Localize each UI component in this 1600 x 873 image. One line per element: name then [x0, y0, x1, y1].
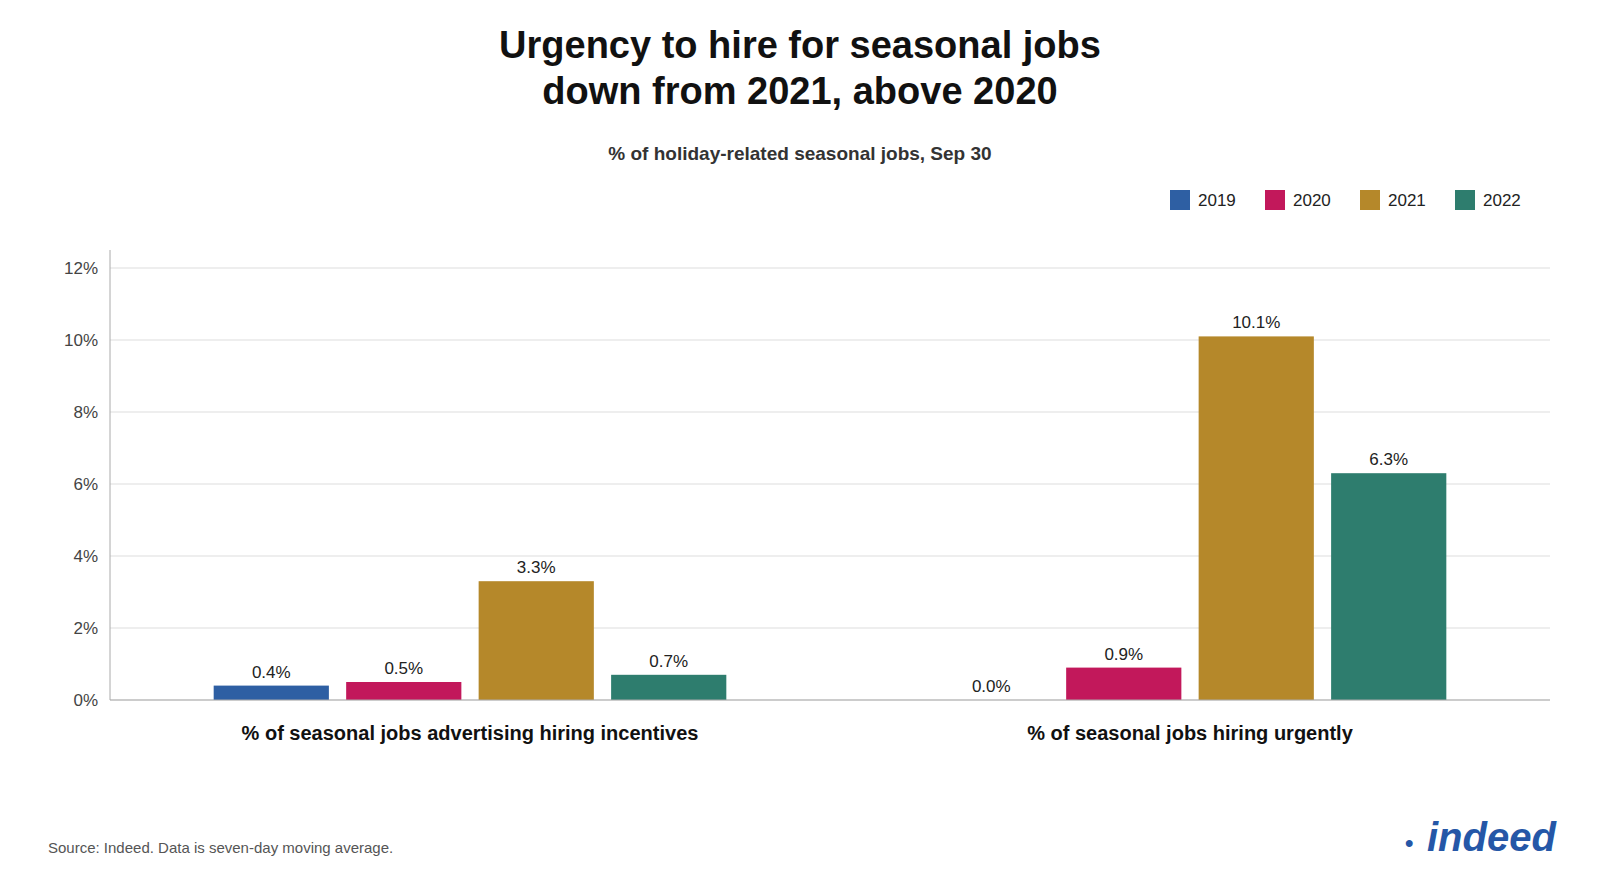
bar [611, 675, 726, 700]
y-axis-line [110, 250, 111, 700]
bar [1199, 336, 1314, 700]
category-label: % of seasonal jobs hiring urgently [1027, 722, 1353, 744]
legend-label: 2021 [1388, 191, 1426, 210]
title: Urgency to hire for seasonal jobsdown fr… [499, 24, 1101, 112]
y-tick-label: 10% [64, 331, 98, 350]
title-line: Urgency to hire for seasonal jobs [499, 24, 1101, 66]
grid-line [110, 412, 1550, 413]
bars [214, 336, 1447, 700]
bar [479, 581, 594, 700]
legend-swatch [1265, 190, 1285, 210]
data-label: 6.3% [1369, 450, 1408, 469]
bar [214, 686, 329, 700]
y-tick-label: 12% [64, 259, 98, 278]
chart-container: Urgency to hire for seasonal jobsdown fr… [0, 0, 1600, 873]
grid-line [110, 268, 1550, 269]
data-label: 0.9% [1104, 645, 1143, 664]
category-label: % of seasonal jobs advertising hiring in… [242, 722, 699, 744]
data-label: 0.5% [384, 659, 423, 678]
bar [346, 682, 461, 700]
data-label: 0.7% [649, 652, 688, 671]
y-tick-label: 0% [73, 691, 98, 710]
source: Source: Indeed. Data is seven-day moving… [48, 839, 393, 856]
legend-label: 2019 [1198, 191, 1236, 210]
x-axis-line [110, 700, 1550, 701]
data-label: 10.1% [1232, 313, 1280, 332]
bar [1331, 473, 1446, 700]
y-tick-label: 4% [73, 547, 98, 566]
legend-swatch [1170, 190, 1190, 210]
data-label: 3.3% [517, 558, 556, 577]
grid [110, 268, 1550, 700]
data-label: 0.4% [252, 663, 291, 682]
legend-label: 2020 [1293, 191, 1331, 210]
data-label: 0.0% [972, 677, 1011, 696]
legend: 2019 2020 2021 2022 [1170, 190, 1521, 210]
annotation: indeed [1427, 815, 1557, 859]
y-tick-label: 6% [73, 475, 98, 494]
grid-line [110, 700, 1550, 701]
legend-label: 2022 [1483, 191, 1521, 210]
title-line: down from 2021, above 2020 [542, 70, 1057, 112]
legend-swatch [1455, 190, 1475, 210]
legend-swatch [1360, 190, 1380, 210]
subtitle: % of holiday-related seasonal jobs, Sep … [608, 143, 991, 164]
y-tick-label: 8% [73, 403, 98, 422]
chart-svg: Urgency to hire for seasonal jobsdown fr… [0, 0, 1600, 873]
grid-line [110, 340, 1550, 341]
y-tick-label: 2% [73, 619, 98, 638]
bar [1066, 668, 1181, 700]
data-labels: 0.4% 0.5% 3.3% 0.7% 0.0% 0.9% 10.1% 6.3% [252, 313, 1408, 696]
annotation: • [1405, 829, 1413, 856]
